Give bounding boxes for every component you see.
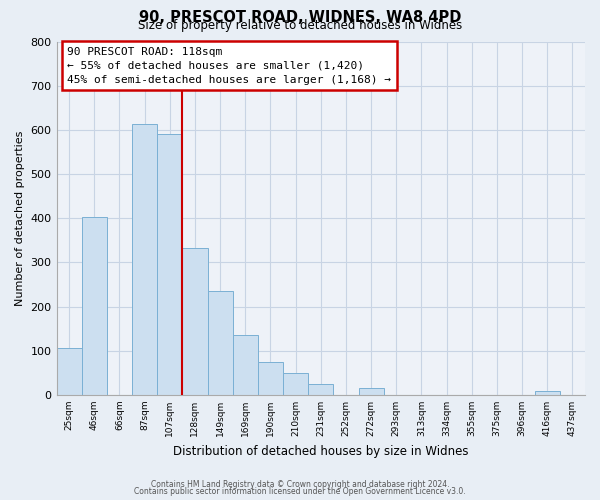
- Bar: [208, 290, 233, 395]
- Bar: [233, 335, 258, 395]
- X-axis label: Distribution of detached houses by size in Widnes: Distribution of detached houses by size …: [173, 444, 469, 458]
- Text: 90 PRESCOT ROAD: 118sqm
← 55% of detached houses are smaller (1,420)
45% of semi: 90 PRESCOT ROAD: 118sqm ← 55% of detache…: [67, 47, 391, 85]
- Bar: [82, 218, 107, 395]
- Bar: [56, 348, 82, 395]
- Y-axis label: Number of detached properties: Number of detached properties: [15, 130, 25, 306]
- Text: 90, PRESCOT ROAD, WIDNES, WA8 4PD: 90, PRESCOT ROAD, WIDNES, WA8 4PD: [139, 10, 461, 25]
- Bar: [132, 124, 157, 395]
- Bar: [308, 384, 334, 395]
- Text: Size of property relative to detached houses in Widnes: Size of property relative to detached ho…: [138, 19, 462, 32]
- Bar: [283, 374, 308, 395]
- Bar: [359, 388, 383, 395]
- Bar: [535, 392, 560, 395]
- Bar: [157, 134, 182, 395]
- Text: Contains HM Land Registry data © Crown copyright and database right 2024.: Contains HM Land Registry data © Crown c…: [151, 480, 449, 489]
- Text: Contains public sector information licensed under the Open Government Licence v3: Contains public sector information licen…: [134, 487, 466, 496]
- Bar: [258, 362, 283, 395]
- Bar: [182, 248, 208, 395]
